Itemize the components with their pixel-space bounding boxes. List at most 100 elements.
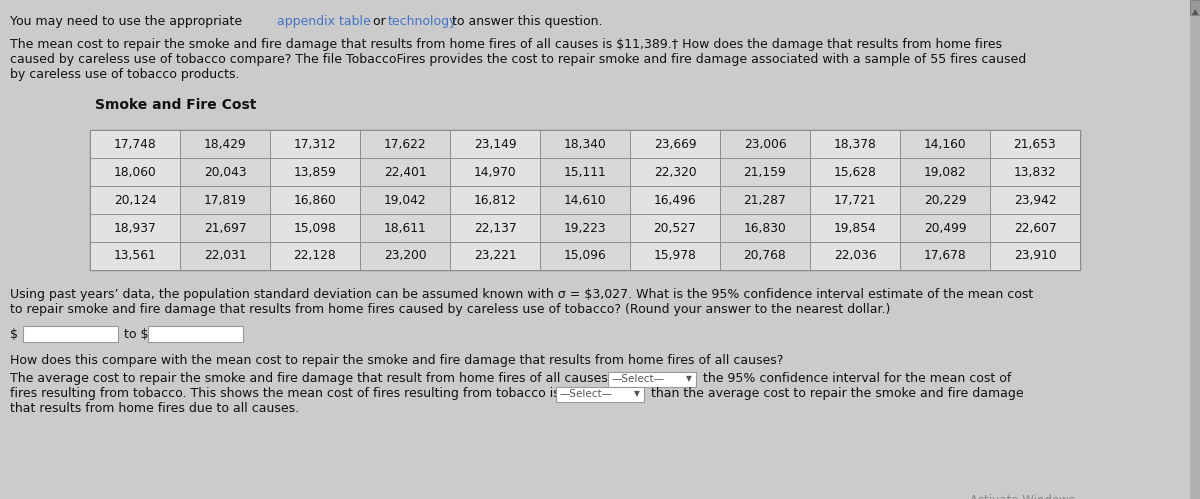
Bar xyxy=(270,214,360,242)
Text: 22,320: 22,320 xyxy=(654,166,696,179)
Text: The mean cost to repair the smoke and fire damage that results from home fires o: The mean cost to repair the smoke and fi… xyxy=(10,38,1002,51)
Bar xyxy=(990,158,1080,186)
Bar xyxy=(556,387,644,402)
Bar xyxy=(630,130,720,158)
Text: How does this compare with the mean cost to repair the smoke and fire damage tha: How does this compare with the mean cost… xyxy=(10,354,784,367)
Bar xyxy=(900,130,990,158)
Text: technology: technology xyxy=(388,15,457,28)
Text: 13,561: 13,561 xyxy=(114,250,156,262)
Text: 17,622: 17,622 xyxy=(384,138,426,151)
Text: 23,669: 23,669 xyxy=(654,138,696,151)
Text: 15,111: 15,111 xyxy=(564,166,606,179)
Text: ▲: ▲ xyxy=(1192,7,1199,16)
Text: 16,496: 16,496 xyxy=(654,194,696,207)
Bar xyxy=(810,242,900,270)
Bar xyxy=(990,242,1080,270)
Bar xyxy=(720,214,810,242)
Bar xyxy=(360,130,450,158)
Text: caused by careless use of tobacco compare? The file TobaccoFires provides the co: caused by careless use of tobacco compar… xyxy=(10,53,1026,66)
Text: by careless use of tobacco products.: by careless use of tobacco products. xyxy=(10,68,240,81)
Text: 18,340: 18,340 xyxy=(564,138,606,151)
Text: 14,610: 14,610 xyxy=(564,194,606,207)
Bar xyxy=(360,242,450,270)
Text: 13,859: 13,859 xyxy=(294,166,336,179)
Text: 17,312: 17,312 xyxy=(294,138,336,151)
Text: 18,429: 18,429 xyxy=(204,138,246,151)
Bar xyxy=(1190,0,1200,15)
Text: 23,149: 23,149 xyxy=(474,138,516,151)
Text: 18,611: 18,611 xyxy=(384,222,426,235)
Text: 17,678: 17,678 xyxy=(924,250,966,262)
Text: 19,042: 19,042 xyxy=(384,194,426,207)
Text: 20,229: 20,229 xyxy=(924,194,966,207)
Text: ▼: ▼ xyxy=(686,374,692,383)
Text: 16,860: 16,860 xyxy=(294,194,336,207)
Bar xyxy=(630,186,720,214)
Bar xyxy=(148,326,242,342)
Bar xyxy=(1190,0,1200,499)
Bar xyxy=(990,130,1080,158)
Bar xyxy=(990,186,1080,214)
Bar xyxy=(540,158,630,186)
Text: 17,721: 17,721 xyxy=(834,194,876,207)
Text: 18,060: 18,060 xyxy=(114,166,156,179)
Bar xyxy=(90,214,180,242)
Text: 15,978: 15,978 xyxy=(654,250,696,262)
Text: 19,223: 19,223 xyxy=(564,222,606,235)
Text: 21,653: 21,653 xyxy=(1014,138,1056,151)
Bar xyxy=(180,242,270,270)
Bar xyxy=(90,186,180,214)
Text: 16,812: 16,812 xyxy=(474,194,516,207)
Text: Smoke and Fire Cost: Smoke and Fire Cost xyxy=(95,98,257,112)
Text: You may need to use the appropriate: You may need to use the appropriate xyxy=(10,15,246,28)
Text: 23,942: 23,942 xyxy=(1014,194,1056,207)
Bar xyxy=(450,186,540,214)
Bar xyxy=(270,186,360,214)
Text: 22,031: 22,031 xyxy=(204,250,246,262)
Bar xyxy=(540,130,630,158)
Text: fires resulting from tobacco. This shows the mean cost of fires resulting from t: fires resulting from tobacco. This shows… xyxy=(10,387,564,400)
Text: 17,748: 17,748 xyxy=(114,138,156,151)
Text: 18,378: 18,378 xyxy=(834,138,876,151)
Text: 23,200: 23,200 xyxy=(384,250,426,262)
Text: 15,628: 15,628 xyxy=(834,166,876,179)
Bar xyxy=(360,158,450,186)
Bar xyxy=(90,158,180,186)
Bar xyxy=(720,186,810,214)
Text: 23,910: 23,910 xyxy=(1014,250,1056,262)
Text: 18,937: 18,937 xyxy=(114,222,156,235)
Text: 23,221: 23,221 xyxy=(474,250,516,262)
Text: The average cost to repair the smoke and fire damage that result from home fires: The average cost to repair the smoke and… xyxy=(10,372,625,385)
Bar xyxy=(270,242,360,270)
Text: 23,006: 23,006 xyxy=(744,138,786,151)
Bar xyxy=(720,158,810,186)
Bar xyxy=(720,242,810,270)
Bar xyxy=(900,214,990,242)
Text: 20,499: 20,499 xyxy=(924,222,966,235)
Bar xyxy=(630,214,720,242)
Bar xyxy=(450,214,540,242)
Text: 14,160: 14,160 xyxy=(924,138,966,151)
Bar xyxy=(900,158,990,186)
Bar xyxy=(90,242,180,270)
Bar xyxy=(810,214,900,242)
Text: 22,607: 22,607 xyxy=(1014,222,1056,235)
Bar xyxy=(270,130,360,158)
Text: —Select—: —Select— xyxy=(560,389,613,399)
Text: appendix table: appendix table xyxy=(277,15,371,28)
Text: to $: to $ xyxy=(124,328,149,341)
Bar xyxy=(360,214,450,242)
Text: Using past years’ data, the population standard deviation can be assumed known w: Using past years’ data, the population s… xyxy=(10,288,1033,301)
Bar xyxy=(630,158,720,186)
Bar xyxy=(900,242,990,270)
Bar xyxy=(630,242,720,270)
Bar xyxy=(360,186,450,214)
Bar xyxy=(180,130,270,158)
Text: 22,401: 22,401 xyxy=(384,166,426,179)
Bar xyxy=(540,242,630,270)
Text: 14,970: 14,970 xyxy=(474,166,516,179)
Bar xyxy=(23,326,118,342)
Text: 20,043: 20,043 xyxy=(204,166,246,179)
Bar xyxy=(720,130,810,158)
Text: 17,819: 17,819 xyxy=(204,194,246,207)
